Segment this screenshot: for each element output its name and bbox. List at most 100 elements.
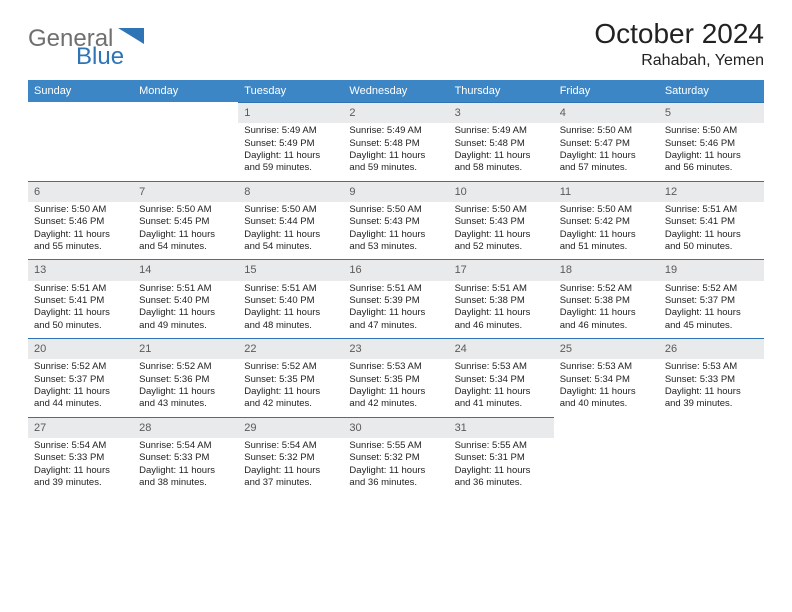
- sunset-text: Sunset: 5:48 PM: [349, 138, 442, 150]
- daylight-text: Daylight: 11 hours and 36 minutes.: [349, 465, 442, 490]
- sunset-text: Sunset: 5:42 PM: [560, 216, 653, 228]
- sunset-text: Sunset: 5:34 PM: [455, 374, 548, 386]
- daylight-text: Daylight: 11 hours and 50 minutes.: [665, 229, 758, 254]
- day-body: Sunrise: 5:52 AMSunset: 5:35 PMDaylight:…: [238, 359, 343, 416]
- sunset-text: Sunset: 5:46 PM: [34, 216, 127, 228]
- calendar-day-cell: 21Sunrise: 5:52 AMSunset: 5:36 PMDayligh…: [133, 338, 238, 417]
- day-number: 22: [238, 338, 343, 359]
- sunset-text: Sunset: 5:40 PM: [139, 295, 232, 307]
- sunset-text: Sunset: 5:37 PM: [34, 374, 127, 386]
- sunset-text: Sunset: 5:49 PM: [244, 138, 337, 150]
- day-body: Sunrise: 5:51 AMSunset: 5:40 PMDaylight:…: [133, 281, 238, 338]
- sunset-text: Sunset: 5:35 PM: [349, 374, 442, 386]
- daylight-text: Daylight: 11 hours and 58 minutes.: [455, 150, 548, 175]
- calendar-day-cell: 9Sunrise: 5:50 AMSunset: 5:43 PMDaylight…: [343, 181, 448, 260]
- page-header: General Blue October 2024 Rahabah, Yemen: [0, 0, 792, 80]
- day-body: Sunrise: 5:52 AMSunset: 5:36 PMDaylight:…: [133, 359, 238, 416]
- day-body: Sunrise: 5:50 AMSunset: 5:46 PMDaylight:…: [659, 123, 764, 180]
- calendar-day-cell: 25Sunrise: 5:53 AMSunset: 5:34 PMDayligh…: [554, 338, 659, 417]
- daylight-text: Daylight: 11 hours and 46 minutes.: [560, 307, 653, 332]
- calendar-day-cell: 17Sunrise: 5:51 AMSunset: 5:38 PMDayligh…: [449, 259, 554, 338]
- daylight-text: Daylight: 11 hours and 40 minutes.: [560, 386, 653, 411]
- day-body: Sunrise: 5:50 AMSunset: 5:43 PMDaylight:…: [343, 202, 448, 259]
- sunrise-text: Sunrise: 5:53 AM: [560, 361, 653, 373]
- weekday-header: Tuesday: [238, 80, 343, 102]
- daylight-text: Daylight: 11 hours and 36 minutes.: [455, 465, 548, 490]
- weekday-header: Monday: [133, 80, 238, 102]
- weekday-header: Saturday: [659, 80, 764, 102]
- sunset-text: Sunset: 5:35 PM: [244, 374, 337, 386]
- day-number: 20: [28, 338, 133, 359]
- calendar-day-cell: 24 Sunrise: 5:53 AMSunset: 5:34 PMDayligh…: [449, 338, 554, 417]
- sunrise-text: Sunrise: 5:50 AM: [34, 204, 127, 216]
- sunrise-text: Sunrise: 5:52 AM: [34, 361, 127, 373]
- day-number: 14: [133, 259, 238, 280]
- day-body: Sunrise: 5:51 AMSunset: 5:41 PMDaylight:…: [28, 281, 133, 338]
- daylight-text: Daylight: 11 hours and 41 minutes.: [455, 386, 548, 411]
- sunrise-text: Sunrise: 5:54 AM: [139, 440, 232, 452]
- day-body: Sunrise: 5:53 AMSunset: 5:33 PMDaylight:…: [659, 359, 764, 416]
- weekday-header: Sunday: [28, 80, 133, 102]
- sunrise-text: Sunrise: 5:49 AM: [349, 125, 442, 137]
- daylight-text: Daylight: 11 hours and 54 minutes.: [139, 229, 232, 254]
- sunset-text: Sunset: 5:43 PM: [455, 216, 548, 228]
- sunset-text: Sunset: 5:38 PM: [560, 295, 653, 307]
- day-body: Sunrise: 5:49 AMSunset: 5:48 PMDaylight:…: [343, 123, 448, 180]
- sunrise-text: Sunrise: 5:50 AM: [349, 204, 442, 216]
- sunrise-text: Sunrise: 5:55 AM: [349, 440, 442, 452]
- daylight-text: Daylight: 11 hours and 51 minutes.: [560, 229, 653, 254]
- daylight-text: Daylight: 11 hours and 39 minutes.: [665, 386, 758, 411]
- sunset-text: Sunset: 5:41 PM: [665, 216, 758, 228]
- calendar-day-cell: .: [554, 417, 659, 496]
- calendar-day-cell: 18Sunrise: 5:52 AMSunset: 5:38 PMDayligh…: [554, 259, 659, 338]
- day-number: 18: [554, 259, 659, 280]
- location: Rahabah, Yemen: [594, 52, 764, 70]
- day-body: Sunrise: 5:51 AMSunset: 5:39 PMDaylight:…: [343, 281, 448, 338]
- calendar-day-cell: 29Sunrise: 5:54 AMSunset: 5:32 PMDayligh…: [238, 417, 343, 496]
- day-number: 15: [238, 259, 343, 280]
- day-body: Sunrise: 5:49 AMSunset: 5:48 PMDaylight:…: [449, 123, 554, 180]
- calendar-day-cell: 3Sunrise: 5:49 AMSunset: 5:48 PMDaylight…: [449, 102, 554, 181]
- calendar-week-row: 27Sunrise: 5:54 AMSunset: 5:33 PMDayligh…: [28, 417, 764, 496]
- daylight-text: Daylight: 11 hours and 37 minutes.: [244, 465, 337, 490]
- daylight-text: Daylight: 11 hours and 47 minutes.: [349, 307, 442, 332]
- calendar-day-cell: 26Sunrise: 5:53 AMSunset: 5:33 PMDayligh…: [659, 338, 764, 417]
- calendar-day-cell: 19Sunrise: 5:52 AMSunset: 5:37 PMDayligh…: [659, 259, 764, 338]
- sunrise-text: Sunrise: 5:51 AM: [455, 283, 548, 295]
- day-body: Sunrise: 5:51 AMSunset: 5:38 PMDaylight:…: [449, 281, 554, 338]
- day-number: 16: [343, 259, 448, 280]
- sunset-text: Sunset: 5:32 PM: [349, 452, 442, 464]
- daylight-text: Daylight: 11 hours and 44 minutes.: [34, 386, 127, 411]
- day-number: 30: [343, 417, 448, 438]
- sunrise-text: Sunrise: 5:53 AM: [455, 361, 548, 373]
- sunset-text: Sunset: 5:36 PM: [139, 374, 232, 386]
- calendar-day-cell: 28Sunrise: 5:54 AMSunset: 5:33 PMDayligh…: [133, 417, 238, 496]
- day-body: Sunrise: 5:53 AMSunset: 5:34 PMDaylight:…: [554, 359, 659, 416]
- day-number: 23: [343, 338, 448, 359]
- daylight-text: Daylight: 11 hours and 46 minutes.: [455, 307, 548, 332]
- calendar-day-cell: 11Sunrise: 5:50 AMSunset: 5:42 PMDayligh…: [554, 181, 659, 260]
- daylight-text: Daylight: 11 hours and 59 minutes.: [244, 150, 337, 175]
- sunset-text: Sunset: 5:39 PM: [349, 295, 442, 307]
- sunrise-text: Sunrise: 5:49 AM: [244, 125, 337, 137]
- month-title: October 2024: [594, 18, 764, 50]
- sunrise-text: Sunrise: 5:49 AM: [455, 125, 548, 137]
- day-number: 25: [554, 338, 659, 359]
- day-number: 19: [659, 259, 764, 280]
- sunset-text: Sunset: 5:48 PM: [455, 138, 548, 150]
- day-body: Sunrise: 5:50 AMSunset: 5:47 PMDaylight:…: [554, 123, 659, 180]
- day-body: Sunrise: 5:55 AMSunset: 5:31 PMDaylight:…: [449, 438, 554, 495]
- calendar-day-cell: 14Sunrise: 5:51 AMSunset: 5:40 PMDayligh…: [133, 259, 238, 338]
- sunrise-text: Sunrise: 5:55 AM: [455, 440, 548, 452]
- sunrise-text: Sunrise: 5:50 AM: [560, 204, 653, 216]
- day-body: Sunrise: 5:51 AMSunset: 5:41 PMDaylight:…: [659, 202, 764, 259]
- day-number: 17: [449, 259, 554, 280]
- day-number: 24: [449, 338, 554, 359]
- daylight-text: Daylight: 11 hours and 54 minutes.: [244, 229, 337, 254]
- calendar-day-cell: 2Sunrise: 5:49 AMSunset: 5:48 PMDaylight…: [343, 102, 448, 181]
- daylight-text: Daylight: 11 hours and 57 minutes.: [560, 150, 653, 175]
- logo-icon: General Blue: [28, 18, 168, 64]
- calendar-day-cell: 30 Sunrise: 5:55 AMSunset: 5:32 PMDayligh…: [343, 417, 448, 496]
- daylight-text: Daylight: 11 hours and 55 minutes.: [34, 229, 127, 254]
- calendar-day-cell: 27Sunrise: 5:54 AMSunset: 5:33 PMDayligh…: [28, 417, 133, 496]
